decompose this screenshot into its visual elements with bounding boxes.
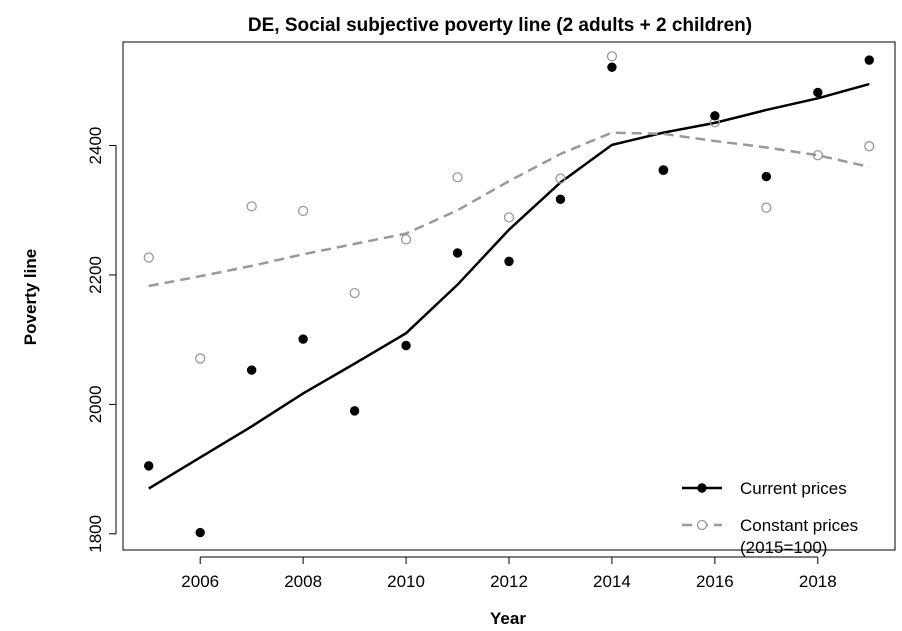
point-series-1 [298, 334, 308, 344]
plot-frame [122, 41, 896, 551]
x-axis: 2006 2008 2010 2012 2014 2016 2018 [181, 556, 837, 591]
point-series-1 [504, 256, 514, 267]
point-series-2 [349, 287, 360, 299]
trend-lines [148, 82, 870, 490]
x-tick-label: 2010 [387, 572, 425, 591]
point-series-2 [143, 252, 154, 263]
point-series-1 [607, 62, 617, 72]
y-tick-label: 2000 [86, 385, 105, 423]
point-series-2 [297, 205, 309, 217]
trend-line-series-2 [148, 131, 870, 288]
data-points [143, 51, 875, 538]
y-axis-label: Poverty line [21, 249, 40, 345]
point-series-1 [813, 87, 823, 98]
x-tick-label: 2016 [696, 572, 734, 591]
legend-marker-series-1 [697, 483, 707, 493]
y-tick-label: 1800 [86, 515, 105, 553]
point-series-2 [400, 234, 412, 245]
legend: Current prices Constant prices (2015=100) [682, 479, 858, 557]
y-tick-label: 2400 [86, 127, 105, 165]
x-tick-label: 2014 [593, 572, 631, 591]
point-series-2 [864, 141, 875, 152]
point-series-1 [195, 527, 205, 538]
point-series-1 [349, 406, 360, 416]
point-series-1 [401, 340, 411, 351]
point-series-2 [555, 173, 566, 184]
y-tick-label: 2200 [86, 256, 105, 294]
point-series-1 [452, 248, 463, 258]
point-series-1 [658, 165, 669, 175]
point-series-1 [246, 365, 257, 375]
x-tick-label: 2018 [799, 572, 837, 591]
point-series-2 [246, 201, 257, 212]
point-series-2 [195, 353, 206, 364]
point-series-1 [761, 171, 772, 182]
point-series-1 [144, 461, 154, 471]
trend-line-series-1 [148, 82, 870, 490]
x-tick-label: 2012 [490, 572, 528, 591]
point-series-1 [864, 55, 874, 65]
x-tick-label: 2006 [181, 572, 219, 591]
legend-marker-series-2 [696, 519, 708, 531]
point-series-2 [812, 150, 823, 161]
y-axis: 1800 2000 2200 2400 [86, 127, 117, 553]
x-tick-label: 2008 [284, 572, 322, 591]
point-series-2 [761, 202, 772, 213]
x-axis-label: Year [490, 609, 526, 628]
point-series-1 [710, 111, 720, 121]
point-series-2 [503, 212, 515, 223]
point-series-2 [606, 51, 618, 62]
point-series-1 [555, 194, 566, 204]
chart-title: DE, Social subjective poverty line (2 ad… [248, 15, 752, 36]
point-series-2 [452, 172, 463, 183]
legend-label-series-1: Current prices [740, 479, 847, 498]
legend-label-series-2: Constant prices (2015=100) [740, 516, 858, 557]
